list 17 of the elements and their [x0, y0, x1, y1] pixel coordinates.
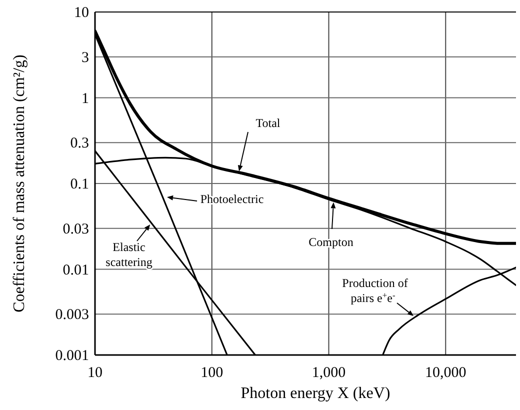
- annotation: Production of pairs e$^{+}$e$^{-}$: [342, 276, 408, 305]
- x-tick-label: 1,000: [312, 365, 346, 381]
- y-tick-label: 0.1: [70, 176, 89, 192]
- y-tick-label: 3: [82, 50, 89, 66]
- x-tick-label: 100: [200, 365, 224, 381]
- y-tick-label: 0.3: [70, 136, 89, 152]
- y-tick-label: 0.001: [55, 348, 89, 364]
- y-tick-label: 0.01: [62, 262, 89, 278]
- y-tick-label: 0.003: [55, 307, 89, 324]
- annotation: Total: [256, 116, 281, 130]
- y-axis-title: Coefficients of mass attenuation (cm²/g): [11, 54, 28, 312]
- y-tick-label: 1: [82, 90, 89, 107]
- x-axis-title: Photon energy X (keV): [240, 385, 390, 402]
- y-tick-label: 0.03: [62, 221, 89, 238]
- annotation: Elastic scattering: [106, 240, 152, 269]
- x-tick-label: 10,000: [425, 365, 466, 381]
- y-tick-label: 10: [74, 5, 89, 21]
